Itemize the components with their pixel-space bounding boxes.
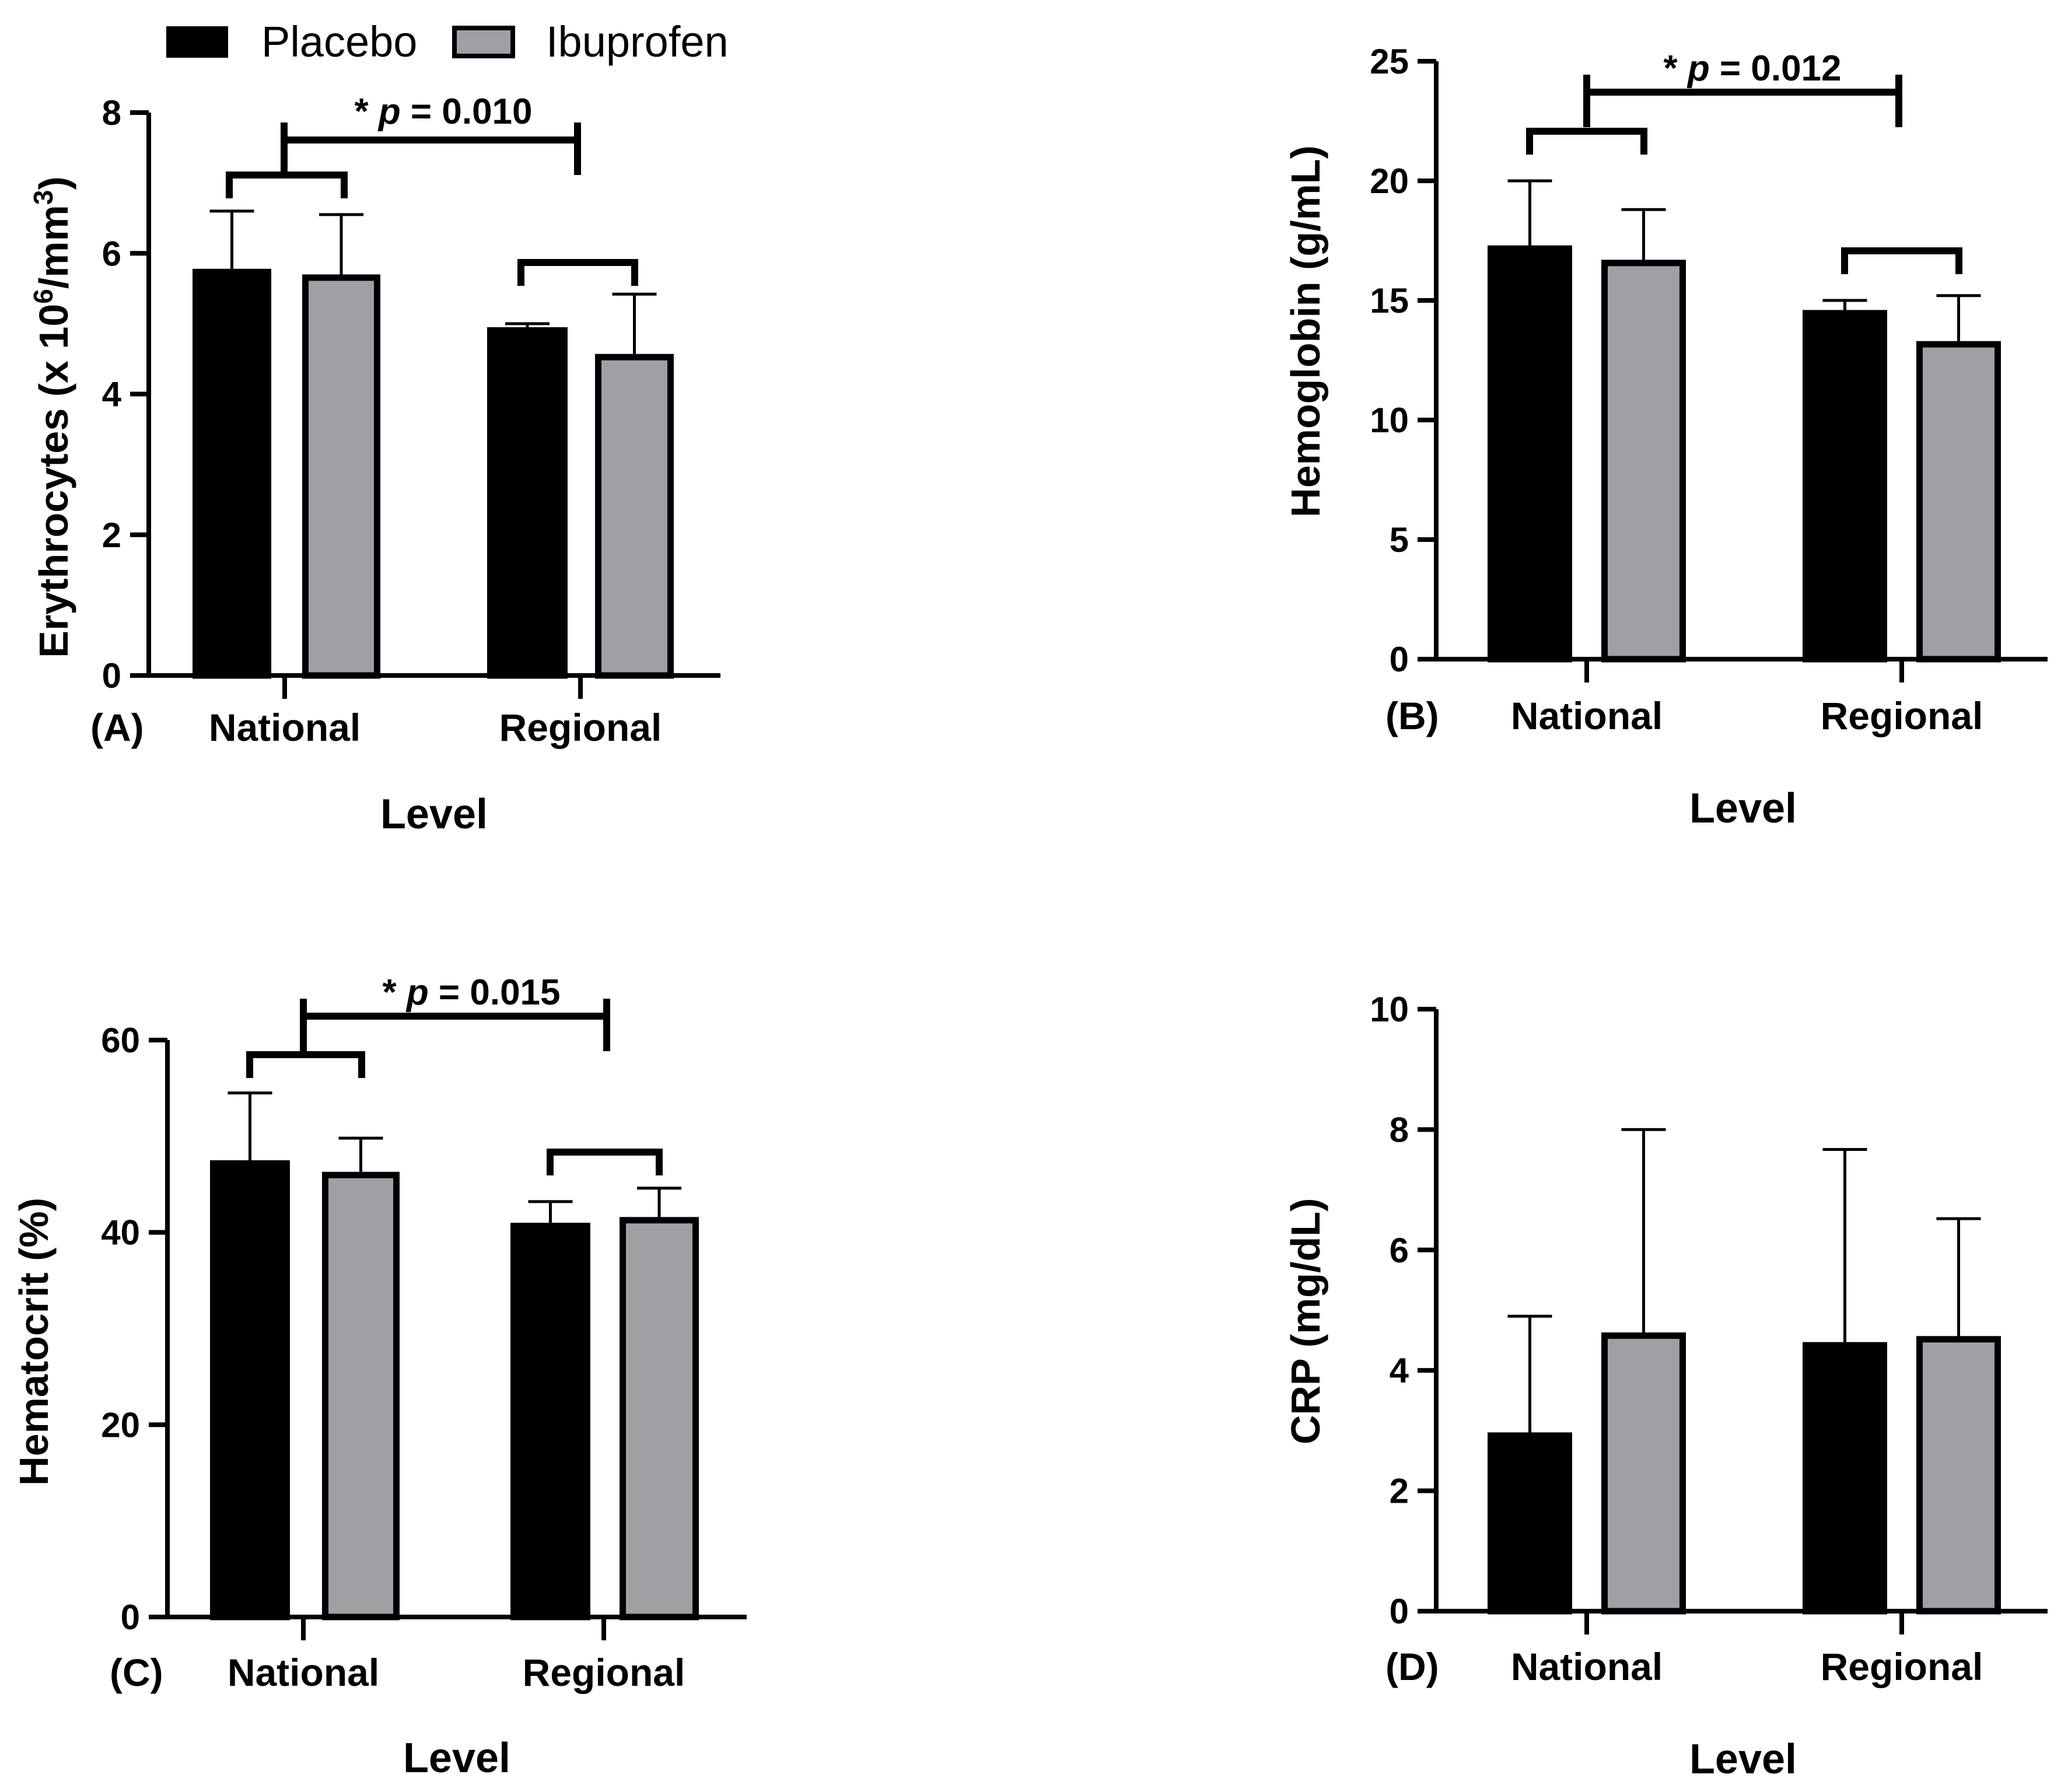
y-tick-label: 0 (121, 1598, 140, 1637)
comparison-bracket (547, 1149, 663, 1175)
bar-ibuprofen-regional (1916, 341, 2001, 663)
bar-placebo-national (1488, 1432, 1572, 1615)
y-tick-label: 0 (1390, 640, 1409, 679)
bar-placebo-regional (510, 1223, 590, 1620)
bar-ibuprofen-regional (595, 354, 674, 679)
legend-label-placebo: Placebo (261, 18, 417, 66)
bar-placebo-regional (1803, 1342, 1887, 1615)
bar-ibuprofen-regional (1916, 1336, 2001, 1615)
x-axis-label: Level (403, 1735, 510, 1782)
y-tick-label: 4 (102, 375, 122, 414)
bar-placebo-national (1488, 245, 1572, 663)
bar-ibuprofen-national (1601, 1332, 1686, 1615)
bar-placebo-national (193, 268, 271, 679)
panel-label: (C) (110, 1651, 163, 1694)
y-tick-label: 15 (1370, 281, 1409, 320)
y-tick-label: 20 (1370, 162, 1409, 201)
comparison-bracket (1841, 247, 1962, 274)
x-tick-label: Regional (1821, 1645, 1983, 1688)
y-tick-label: 10 (1370, 990, 1409, 1029)
legend-swatch-ibuprofen (452, 26, 515, 58)
x-tick-label: National (209, 706, 361, 749)
panel-label: (A) (90, 706, 144, 749)
comparison-bracket (226, 172, 348, 198)
y-tick-label: 0 (1390, 1592, 1409, 1631)
legend-label-ibuprofen: Ibuprofen (546, 18, 729, 66)
panel-c-hematocrit: Hematocrit (%) (C) Level * p = 0.015 0 20… (11, 972, 747, 1782)
y-tick-label: 2 (1390, 1472, 1409, 1511)
comparison-bracket (246, 1051, 365, 1078)
x-tick-label: National (1511, 1645, 1663, 1688)
y-tick-label: 4 (1390, 1351, 1409, 1390)
y-tick-label: 6 (102, 234, 121, 273)
y-tick-label: 8 (1390, 1110, 1409, 1149)
bar-placebo-regional (487, 327, 568, 679)
bar-ibuprofen-national (302, 274, 380, 679)
y-tick-label: 10 (1370, 401, 1409, 440)
y-tick-label: 40 (101, 1213, 140, 1252)
y-tick-label: 2 (102, 516, 121, 555)
legend-swatch-placebo (166, 26, 228, 58)
significance-label: * p = 0.015 (382, 972, 560, 1013)
x-tick-label: National (228, 1651, 379, 1694)
x-axis-label: Level (1689, 785, 1797, 832)
bar-placebo-national (210, 1160, 290, 1620)
y-tick-label: 8 (102, 93, 121, 132)
comparison-bracket (1526, 128, 1647, 155)
y-tick-label: 0 (102, 656, 121, 695)
panel-label: (B) (1385, 694, 1439, 737)
y-axis-label: Hematocrit (%) (11, 1198, 57, 1486)
panel-b-hemoglobin: Hemoglobin (g/mL) (B) Level * p = 0.012 … (1283, 42, 2048, 832)
x-tick-label: Regional (523, 1651, 685, 1694)
y-tick-label: 5 (1390, 520, 1409, 559)
y-tick-label: 20 (101, 1405, 140, 1444)
panel-label: (D) (1385, 1645, 1439, 1688)
bar-ibuprofen-national (322, 1171, 400, 1620)
bar-ibuprofen-regional (620, 1217, 699, 1620)
bar-ibuprofen-national (1601, 260, 1686, 663)
panel-d-crp: CRP (mg/dL) (D) Level 0 2 4 6 8 10 National Reg… (1283, 990, 2048, 1783)
y-axis-label: Hemoglobin (g/mL) (1283, 145, 1328, 517)
y-tick-label: 25 (1370, 42, 1409, 81)
y-tick-label: 6 (1390, 1231, 1409, 1270)
x-tick-label: National (1511, 694, 1663, 737)
x-axis-label: Level (380, 791, 488, 838)
y-axis-label: Erythrocytes (x 106/mm3) (28, 176, 76, 657)
significance-label: * p = 0.010 (354, 92, 532, 132)
significance-label: * p = 0.012 (1663, 48, 1841, 89)
panel-a-erythrocytes: Erythrocytes (x 106/mm3) (A) Level * p =… (28, 92, 720, 838)
x-tick-label: Regional (1821, 694, 1983, 737)
y-tick-label: 60 (101, 1021, 140, 1060)
x-tick-label: Regional (499, 706, 662, 749)
x-axis-label: Level (1689, 1736, 1797, 1783)
comparison-bracket (517, 259, 638, 286)
legend: Placebo Ibuprofen (166, 18, 729, 66)
y-axis-label: CRP (mg/dL) (1283, 1198, 1328, 1445)
bar-placebo-regional (1803, 310, 1887, 663)
